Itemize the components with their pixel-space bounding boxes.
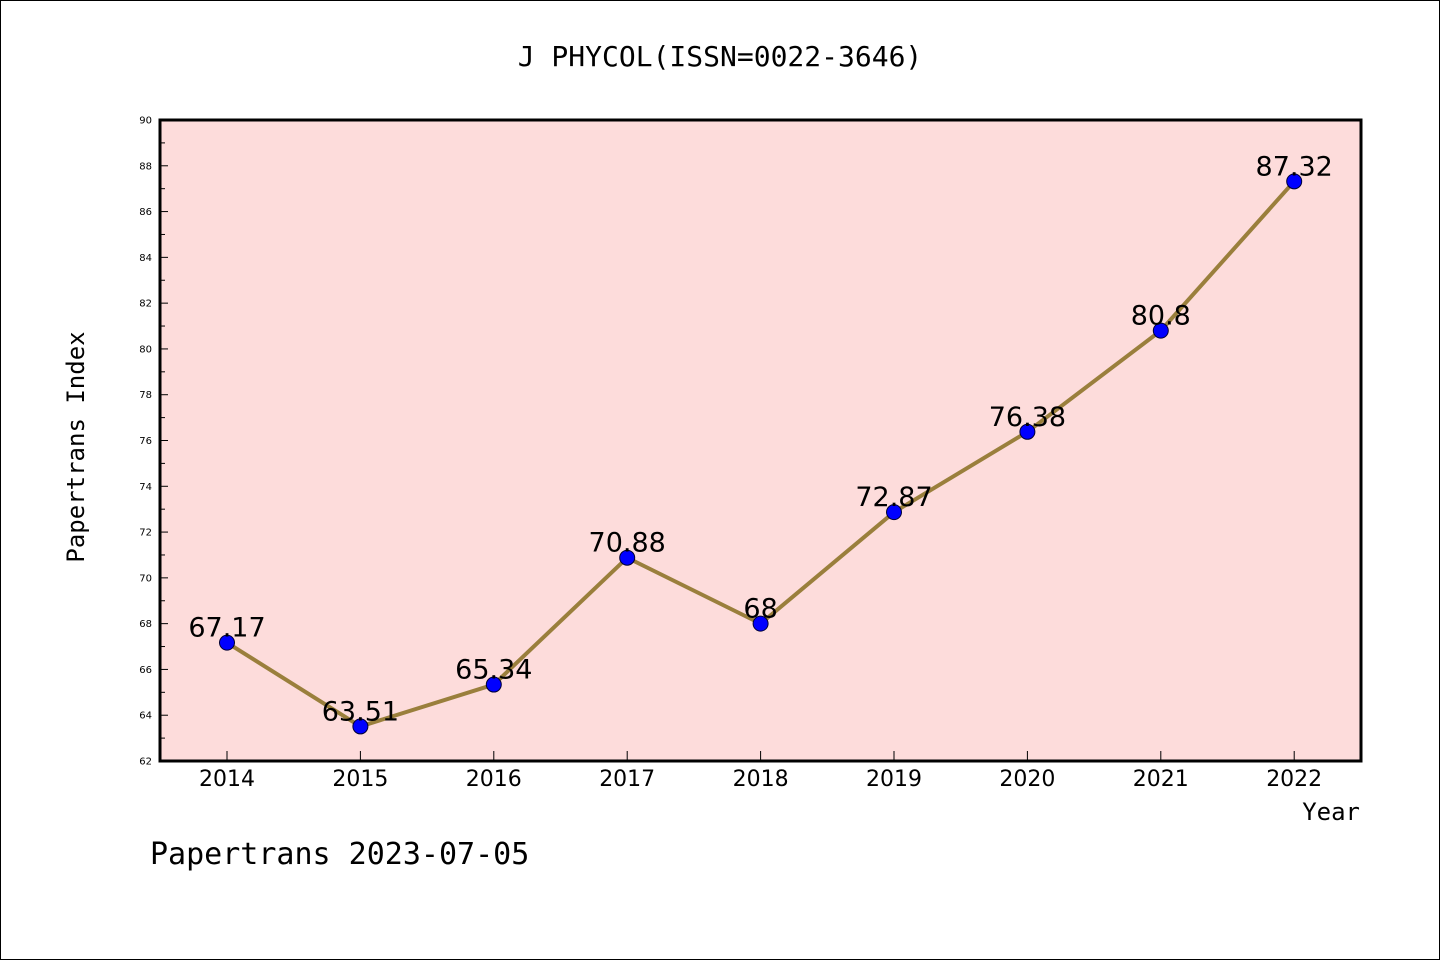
y-axis-label: Papertrans Index xyxy=(62,331,90,562)
y-tick-label: 66 xyxy=(139,665,152,676)
data-label: 87.32 xyxy=(1256,151,1333,182)
data-point-marker xyxy=(1286,173,1303,190)
y-tick-label: 74 xyxy=(139,482,152,493)
x-tick-label: 2019 xyxy=(866,767,922,792)
data-point-marker xyxy=(219,634,235,651)
x-tick-label: 2022 xyxy=(1266,767,1322,792)
y-tick-label: 90 xyxy=(139,116,152,127)
x-tick-label: 2014 xyxy=(199,767,255,792)
x-tick-label: 2016 xyxy=(466,767,522,792)
data-label: 68 xyxy=(743,594,777,625)
chart-title: J PHYCOL(ISSN=0022-3646) xyxy=(518,40,923,73)
data-label: 72.87 xyxy=(855,482,932,513)
y-axis: 62 64 66 68 70 72 74 76 78 80 82 84 86 88 90 xyxy=(139,116,168,768)
data-point-marker xyxy=(1019,423,1036,440)
y-tick-label: 88 xyxy=(139,161,152,172)
data-point-marker xyxy=(752,615,769,632)
y-tick-label: 64 xyxy=(139,711,152,722)
y-tick-label: 70 xyxy=(139,573,152,584)
y-tick-label: 82 xyxy=(139,299,152,310)
data-label: 80.8 xyxy=(1131,301,1191,332)
y-tick-label: 76 xyxy=(139,436,152,447)
plot-area xyxy=(158,118,1363,763)
data-label: 70.88 xyxy=(589,528,666,559)
x-tick-label: 2021 xyxy=(1133,767,1189,792)
y-tick-label: 80 xyxy=(139,344,152,355)
y-tick-label: 62 xyxy=(139,757,152,768)
data-point-marker xyxy=(1152,322,1169,339)
data-label: 67.17 xyxy=(188,613,265,644)
data-label: 76.38 xyxy=(989,402,1066,433)
y-tick-label: 84 xyxy=(139,253,152,264)
x-tick-label: 2020 xyxy=(999,767,1055,792)
data-point-marker xyxy=(619,549,636,566)
y-tick-label: 68 xyxy=(139,619,152,630)
data-point-marker xyxy=(886,504,902,521)
x-tick-label: 2017 xyxy=(599,767,655,792)
data-label: 63.51 xyxy=(322,696,399,727)
data-point-marker xyxy=(352,718,369,735)
y-tick-label: 78 xyxy=(139,390,152,401)
x-tick-label: 2018 xyxy=(733,767,789,792)
x-axis-label: Year xyxy=(1302,798,1360,826)
x-tick-label: 2015 xyxy=(332,767,388,792)
x-axis: 2014 2015 2016 2017 2018 2019 2020 2021 2022 xyxy=(199,751,1322,792)
footer-text: Papertrans 2023-07-05 xyxy=(150,837,529,872)
y-tick-label: 72 xyxy=(139,528,152,539)
data-label: 65.34 xyxy=(455,655,532,686)
data-point-marker xyxy=(485,676,502,693)
series-line-group: 67.17 63.51 65.34 70.88 68 72.87 76.38 80.8 87.3… xyxy=(188,151,1333,735)
y-tick-label: 86 xyxy=(139,207,152,218)
